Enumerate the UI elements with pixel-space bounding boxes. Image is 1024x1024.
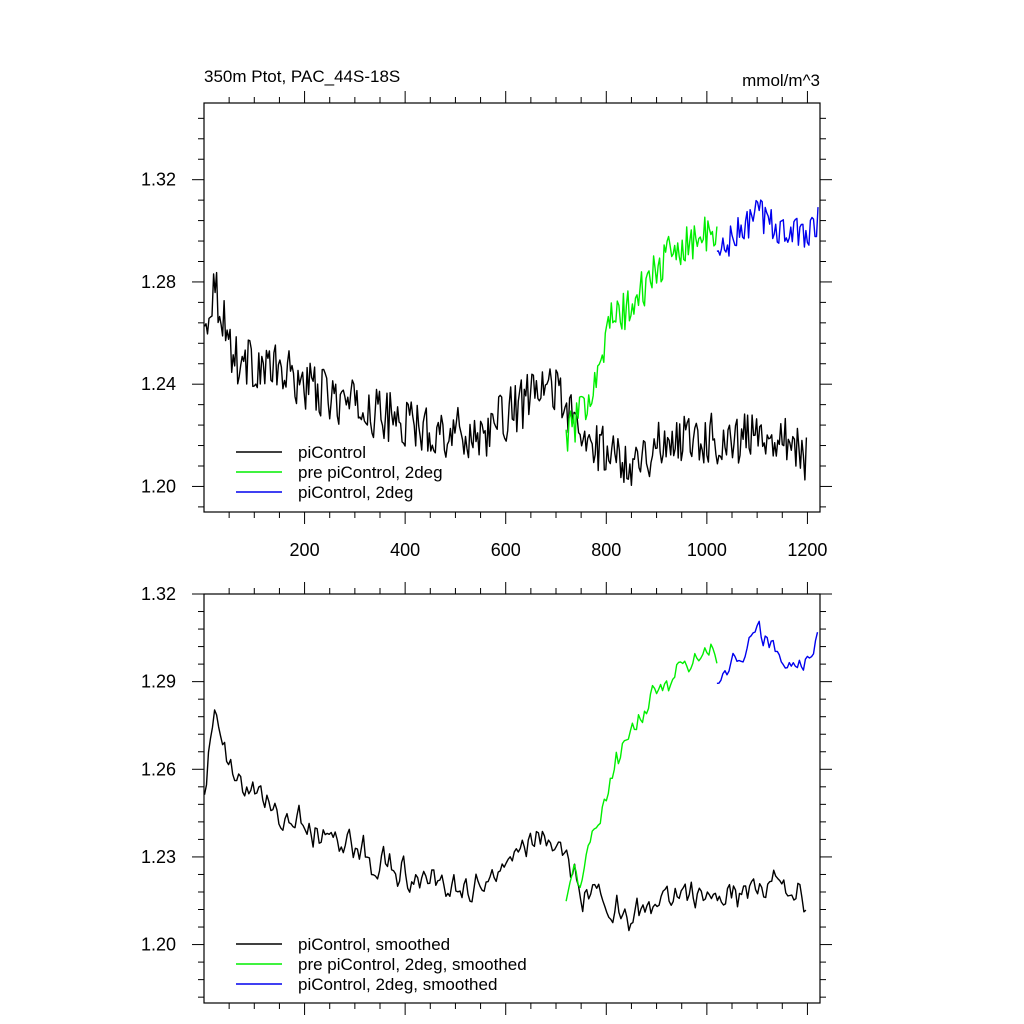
series-line-1 — [203, 709, 807, 932]
y-tick-label: 1.32 — [141, 584, 176, 604]
series-line-3 — [716, 620, 819, 684]
y-tick-label: 1.29 — [141, 672, 176, 692]
x-tick-label: 1200 — [787, 540, 827, 560]
legend-label: piControl, 2deg, smoothed — [298, 975, 497, 994]
legend-label: piControl — [298, 443, 366, 462]
y-tick-label: 1.26 — [141, 759, 176, 779]
chart-title: 350m Ptot, PAC_44S-18S — [204, 67, 400, 86]
legend-label: piControl, smoothed — [298, 935, 450, 954]
x-tick-label: 1000 — [687, 540, 727, 560]
plot-frame — [203, 102, 821, 513]
y-tick-label: 1.20 — [141, 476, 176, 496]
top-panel: 1.20 1.24 1.28 1.32 200 400 600 800 1000 1200 piCo… — [141, 91, 832, 560]
x-tick-label: 600 — [491, 540, 521, 560]
legend-label: pre piControl, 2deg, smoothed — [298, 955, 527, 974]
y-tick-label: 1.24 — [141, 374, 176, 394]
chart-units-label: mmol/m^3 — [742, 71, 820, 90]
y-tick-label: 1.20 — [141, 935, 176, 955]
x-tick-label: 800 — [591, 540, 621, 560]
y-tick-label: 1.32 — [141, 170, 176, 190]
legend-label: piControl, 2deg — [298, 483, 413, 502]
x-tick-label: 400 — [390, 540, 420, 560]
series-line-1 — [203, 271, 808, 486]
series-line-2 — [565, 643, 718, 902]
series-line-2 — [565, 216, 718, 452]
x-tick-label: 200 — [290, 540, 320, 560]
y-tick-label: 1.28 — [141, 272, 176, 292]
y-tick-label: 1.23 — [141, 847, 176, 867]
series-line-3 — [716, 199, 819, 257]
legend-label: pre piControl, 2deg — [298, 463, 443, 482]
plot-frame — [203, 593, 821, 1004]
